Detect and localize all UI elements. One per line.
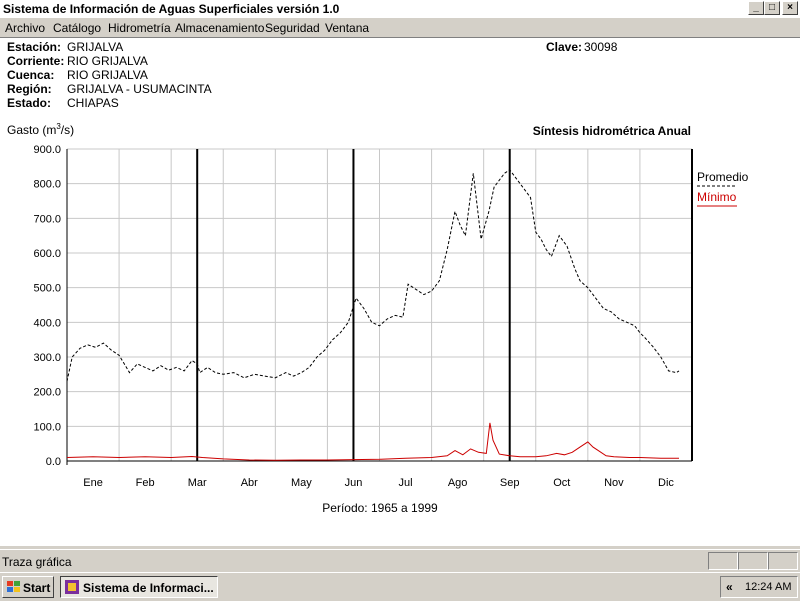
status-text: Traza gráfica — [2, 555, 72, 569]
tray-expand-icon[interactable]: « — [726, 580, 733, 594]
y-tick-label: 300.0 — [33, 352, 61, 364]
x-tick-label: Sep — [500, 477, 520, 489]
x-tick-label: Dic — [658, 477, 674, 489]
start-button[interactable]: Start — [2, 576, 54, 598]
region-label: Región: — [7, 82, 52, 96]
x-tick-label: Abr — [241, 477, 258, 489]
window-title: Sistema de Información de Aguas Superfic… — [3, 2, 340, 16]
estacion-value: GRIJALVA — [67, 40, 124, 54]
y-tick-label: 100.0 — [33, 421, 61, 433]
x-axis-label: Período: 1965 a 1999 — [322, 501, 438, 515]
menu-almacenamiento[interactable]: Almacenamiento — [175, 21, 265, 35]
y-tick-label: 500.0 — [33, 283, 61, 295]
clave-value: 30098 — [584, 40, 618, 54]
y-tick-label: 400.0 — [33, 317, 61, 329]
clock: 12:24 AM — [745, 581, 792, 593]
y-axis-label: Gasto (m3/s) — [7, 122, 74, 137]
system-tray: « 12:24 AM — [720, 576, 798, 598]
menu-archivo[interactable]: Archivo — [5, 21, 46, 35]
legend-label: Promedio — [697, 170, 749, 184]
clave-label: Clave: — [546, 40, 583, 54]
menu-hidrometria[interactable]: Hidrometría — [108, 21, 171, 35]
menu-ventana[interactable]: Ventana — [325, 21, 370, 35]
x-tick-label: Nov — [604, 477, 624, 489]
start-label: Start — [23, 581, 51, 595]
taskbar-app-label: Sistema de Informaci... — [83, 581, 214, 595]
x-tick-label: Oct — [553, 477, 570, 489]
cuenca-label: Cuenca: — [7, 68, 55, 82]
menu-seguridad[interactable]: Seguridad — [265, 21, 320, 35]
y-tick-label: 600.0 — [33, 248, 61, 260]
status-panel-3 — [768, 552, 798, 570]
x-tick-label: Ago — [448, 477, 468, 489]
title-bar: Sistema de Información de Aguas Superfic… — [0, 0, 800, 18]
x-tick-label: May — [291, 477, 312, 489]
x-tick-label: Jun — [345, 477, 363, 489]
x-tick-label: Ene — [83, 477, 103, 489]
estado-value: CHIAPAS — [67, 96, 119, 110]
taskbar: Start Sistema de Informaci... « 12:24 AM — [0, 572, 800, 601]
estacion-label: Estación: — [7, 40, 62, 54]
status-bar: Traza gráfica — [0, 549, 800, 572]
chart-document: Estación: GRIJALVA Corriente: RIO GRIJAL… — [0, 38, 800, 546]
cuenca-value: RIO GRIJALVA — [67, 68, 148, 82]
status-panel-2 — [738, 552, 768, 570]
legend-label: Mínimo — [697, 190, 737, 204]
chart-title: Síntesis hidrométrica Anual — [533, 124, 691, 138]
x-tick-label: Jul — [399, 477, 413, 489]
x-tick-label: Feb — [136, 477, 155, 489]
corriente-label: Corriente: — [7, 54, 65, 68]
y-tick-label: 700.0 — [33, 213, 61, 225]
menu-bar: Archivo Catálogo Hidrometría Almacenamie… — [0, 18, 800, 38]
y-tick-label: 0.0 — [46, 456, 61, 468]
y-tick-label: 900.0 — [33, 144, 61, 156]
x-tick-label: Mar — [188, 477, 207, 489]
app-icon — [65, 580, 79, 594]
windows-logo-icon — [7, 581, 20, 592]
close-button[interactable]: × — [782, 1, 798, 15]
minimize-button[interactable]: _ — [748, 1, 764, 15]
series-minimo-line — [66, 422, 679, 461]
hydrometric-chart: Gasto (m3/s) Síntesis hidrométrica Anual 0… — [7, 122, 749, 515]
region-value: GRIJALVA - USUMACINTA — [67, 82, 212, 96]
estado-label: Estado: — [7, 96, 52, 110]
series-promedio-line — [66, 169, 680, 382]
menu-catalogo[interactable]: Catálogo — [53, 21, 102, 35]
taskbar-app-button[interactable]: Sistema de Informaci... — [60, 576, 218, 598]
maximize-button[interactable]: □ — [764, 1, 780, 15]
y-tick-label: 200.0 — [33, 387, 61, 399]
status-panel-1 — [708, 552, 738, 570]
corriente-value: RIO GRIJALVA — [67, 54, 148, 68]
y-tick-label: 800.0 — [33, 179, 61, 191]
